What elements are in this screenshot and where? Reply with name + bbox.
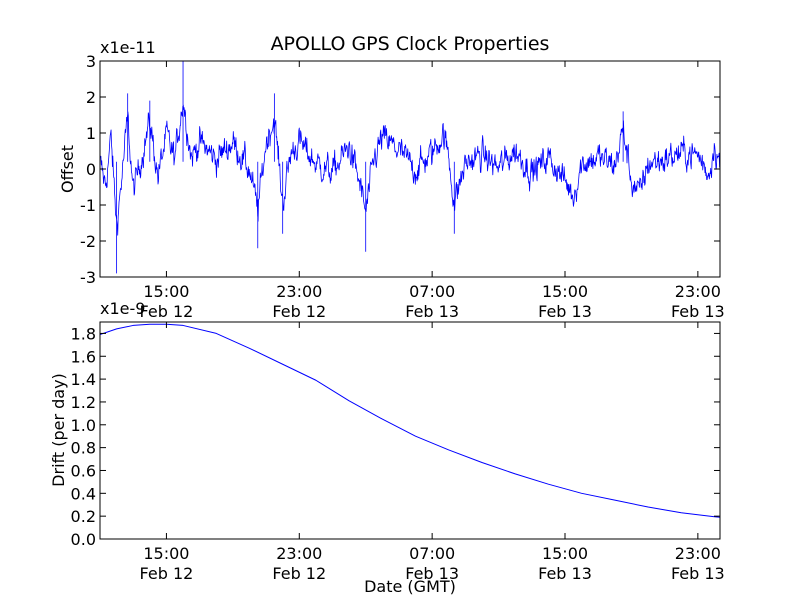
drift-xtick-label-date: Feb 13 bbox=[538, 564, 592, 583]
offset-ytick-label: 1 bbox=[86, 124, 96, 143]
offset-xtick-label-time: 15:00 bbox=[542, 282, 588, 301]
drift-ytick-label: 0.4 bbox=[71, 484, 96, 503]
offset-ytick-label: -1 bbox=[80, 196, 96, 215]
drift-ytick-label: 1.6 bbox=[71, 347, 96, 366]
drift-xtick-label-time: 07:00 bbox=[409, 544, 455, 563]
offset-ylabel: Offset bbox=[58, 145, 77, 193]
drift-series-line bbox=[100, 323, 720, 518]
offset-xtick-label-date: Feb 13 bbox=[671, 302, 725, 321]
offset-ytick-label: -3 bbox=[80, 268, 96, 287]
offset-ytick-label: -2 bbox=[80, 232, 96, 251]
offset-series-line bbox=[100, 61, 720, 274]
drift-xlabel: Date (GMT) bbox=[364, 577, 456, 596]
offset-xtick-label-date: Feb 13 bbox=[405, 302, 459, 321]
offset-series bbox=[100, 61, 720, 274]
offset-xtick-label-date: Feb 12 bbox=[272, 302, 326, 321]
drift-ytick-label: 1.4 bbox=[71, 370, 96, 389]
drift-ytick-label: 0.8 bbox=[71, 439, 96, 458]
drift-xtick-label-date: Feb 12 bbox=[272, 564, 326, 583]
drift-xtick-label-time: 15:00 bbox=[542, 544, 588, 563]
offset-xtick-label-time: 15:00 bbox=[143, 282, 189, 301]
drift-ytick-label: 0.2 bbox=[71, 507, 96, 526]
offset-ytick-label: 3 bbox=[86, 52, 96, 71]
drift-xtick-label-date: Feb 13 bbox=[671, 564, 725, 583]
drift-series bbox=[100, 323, 720, 518]
drift-ytick-label: 0.6 bbox=[71, 461, 96, 480]
drift-ytick-label: 1.8 bbox=[71, 324, 96, 343]
offset-multiplier: x1e-11 bbox=[100, 38, 156, 57]
offset-xtick-label-time: 07:00 bbox=[409, 282, 455, 301]
drift-xtick-label-time: 15:00 bbox=[143, 544, 189, 563]
drift-ytick-label: 1.2 bbox=[71, 393, 96, 412]
chart-title: APOLLO GPS Clock Properties bbox=[271, 33, 550, 55]
drift-xtick-label-time: 23:00 bbox=[675, 544, 721, 563]
offset-xtick-label-date: Feb 12 bbox=[140, 302, 194, 321]
drift-ytick-label: 0.0 bbox=[71, 530, 96, 549]
drift-multiplier: x1e-9 bbox=[100, 299, 145, 318]
drift-plot-frame bbox=[99, 321, 721, 540]
drift-ylabel: Drift (per day) bbox=[49, 373, 68, 487]
offset-xtick-label-time: 23:00 bbox=[276, 282, 322, 301]
offset-ytick-label: 2 bbox=[86, 88, 96, 107]
drift-xtick-label-date: Feb 13 bbox=[405, 564, 459, 583]
drift-xtick-label-time: 23:00 bbox=[276, 544, 322, 563]
offset-xtick-label-date: Feb 13 bbox=[538, 302, 592, 321]
offset-ytick-label: 0 bbox=[86, 160, 96, 179]
drift-ytick-label: 1.0 bbox=[71, 416, 96, 435]
drift-xtick-label-date: Feb 12 bbox=[140, 564, 194, 583]
offset-xtick-label-time: 23:00 bbox=[675, 282, 721, 301]
